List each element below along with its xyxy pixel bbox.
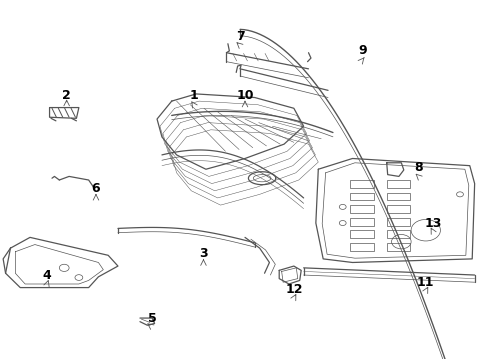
Bar xyxy=(350,205,373,213)
Bar xyxy=(350,180,373,188)
Text: 7: 7 xyxy=(236,30,245,43)
Text: 13: 13 xyxy=(424,216,442,230)
Text: 3: 3 xyxy=(199,247,208,260)
Bar xyxy=(387,218,410,226)
Bar xyxy=(350,243,373,251)
Text: 8: 8 xyxy=(414,161,423,174)
Bar xyxy=(387,243,410,251)
Bar xyxy=(387,180,410,188)
Text: 9: 9 xyxy=(358,44,367,57)
Text: 10: 10 xyxy=(236,89,254,102)
Bar xyxy=(350,193,373,201)
Text: 5: 5 xyxy=(148,311,156,325)
Text: 2: 2 xyxy=(62,89,71,102)
Bar xyxy=(387,205,410,213)
Bar xyxy=(387,230,410,238)
Bar xyxy=(387,193,410,201)
Text: 12: 12 xyxy=(285,283,303,296)
Bar xyxy=(350,218,373,226)
Text: 1: 1 xyxy=(189,89,198,102)
Text: 4: 4 xyxy=(43,269,51,282)
Bar xyxy=(350,230,373,238)
Text: 6: 6 xyxy=(92,183,100,195)
Text: 11: 11 xyxy=(417,276,435,289)
